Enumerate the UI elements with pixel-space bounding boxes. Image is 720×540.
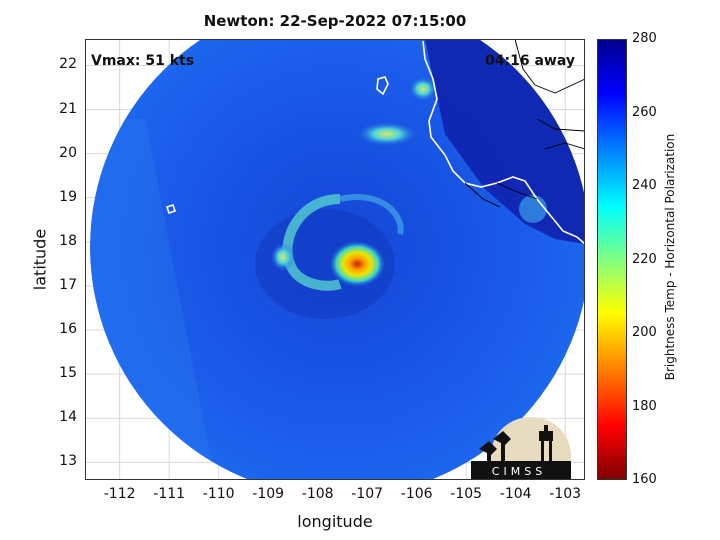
colorbar-tick-label: 180 [632, 398, 657, 414]
x-tick-label: -110 [202, 486, 235, 502]
y-tick-label: 14 [59, 409, 77, 426]
colorbar [597, 39, 627, 480]
y-tick-label: 19 [59, 188, 77, 205]
y-tick-label: 15 [59, 365, 77, 382]
x-tick-label: -111 [153, 486, 186, 502]
colorbar-tick-label: 240 [632, 178, 657, 193]
x-axis-label: longitude [297, 512, 373, 531]
plot-area: Vmax: 51 kts 04:16 away CIMSS [85, 39, 585, 480]
y-tick-label: 13 [59, 453, 77, 470]
y-tick-label: 22 [59, 56, 77, 73]
y-axis-label: latitude [30, 228, 50, 291]
x-tick-label: -106 [400, 486, 433, 502]
y-tick-label: 17 [59, 276, 77, 293]
colorbar-tick-label: 160 [632, 472, 657, 487]
colorbar-tick-label: 260 [632, 104, 657, 120]
x-tick-label: -103 [549, 486, 582, 502]
y-tick-label: 20 [59, 144, 77, 161]
colorbar-tick-label: 220 [632, 251, 657, 267]
plot-border [85, 39, 585, 480]
time-away-label: 04:16 away [485, 53, 575, 69]
x-tick-label: -108 [301, 486, 334, 502]
vmax-label: Vmax: 51 kts [91, 53, 195, 69]
colorbar-tick-label: 280 [632, 31, 657, 46]
colorbar-tick-label: 200 [632, 325, 657, 340]
y-tick-label: 18 [59, 232, 77, 249]
x-tick-label: -105 [450, 486, 483, 502]
x-tick-label: -109 [252, 486, 285, 502]
x-tick-label: -107 [351, 486, 384, 502]
colorbar-label: Brightness Temp - Horizontal Polarizatio… [663, 133, 677, 381]
coastline [165, 40, 585, 245]
y-tick-label: 16 [59, 321, 77, 338]
cimss-logo: CIMSS [471, 411, 571, 480]
x-tick-label: -112 [103, 486, 136, 502]
plot-svg [85, 39, 585, 480]
cimss-text: CIMSS [492, 465, 546, 478]
y-tick-label: 21 [59, 100, 77, 117]
microwave-swath [90, 39, 585, 480]
x-tick-label: -104 [499, 486, 532, 502]
chart-title: Newton: 22-Sep-2022 07:15:00 [203, 12, 467, 30]
borders [464, 39, 585, 208]
